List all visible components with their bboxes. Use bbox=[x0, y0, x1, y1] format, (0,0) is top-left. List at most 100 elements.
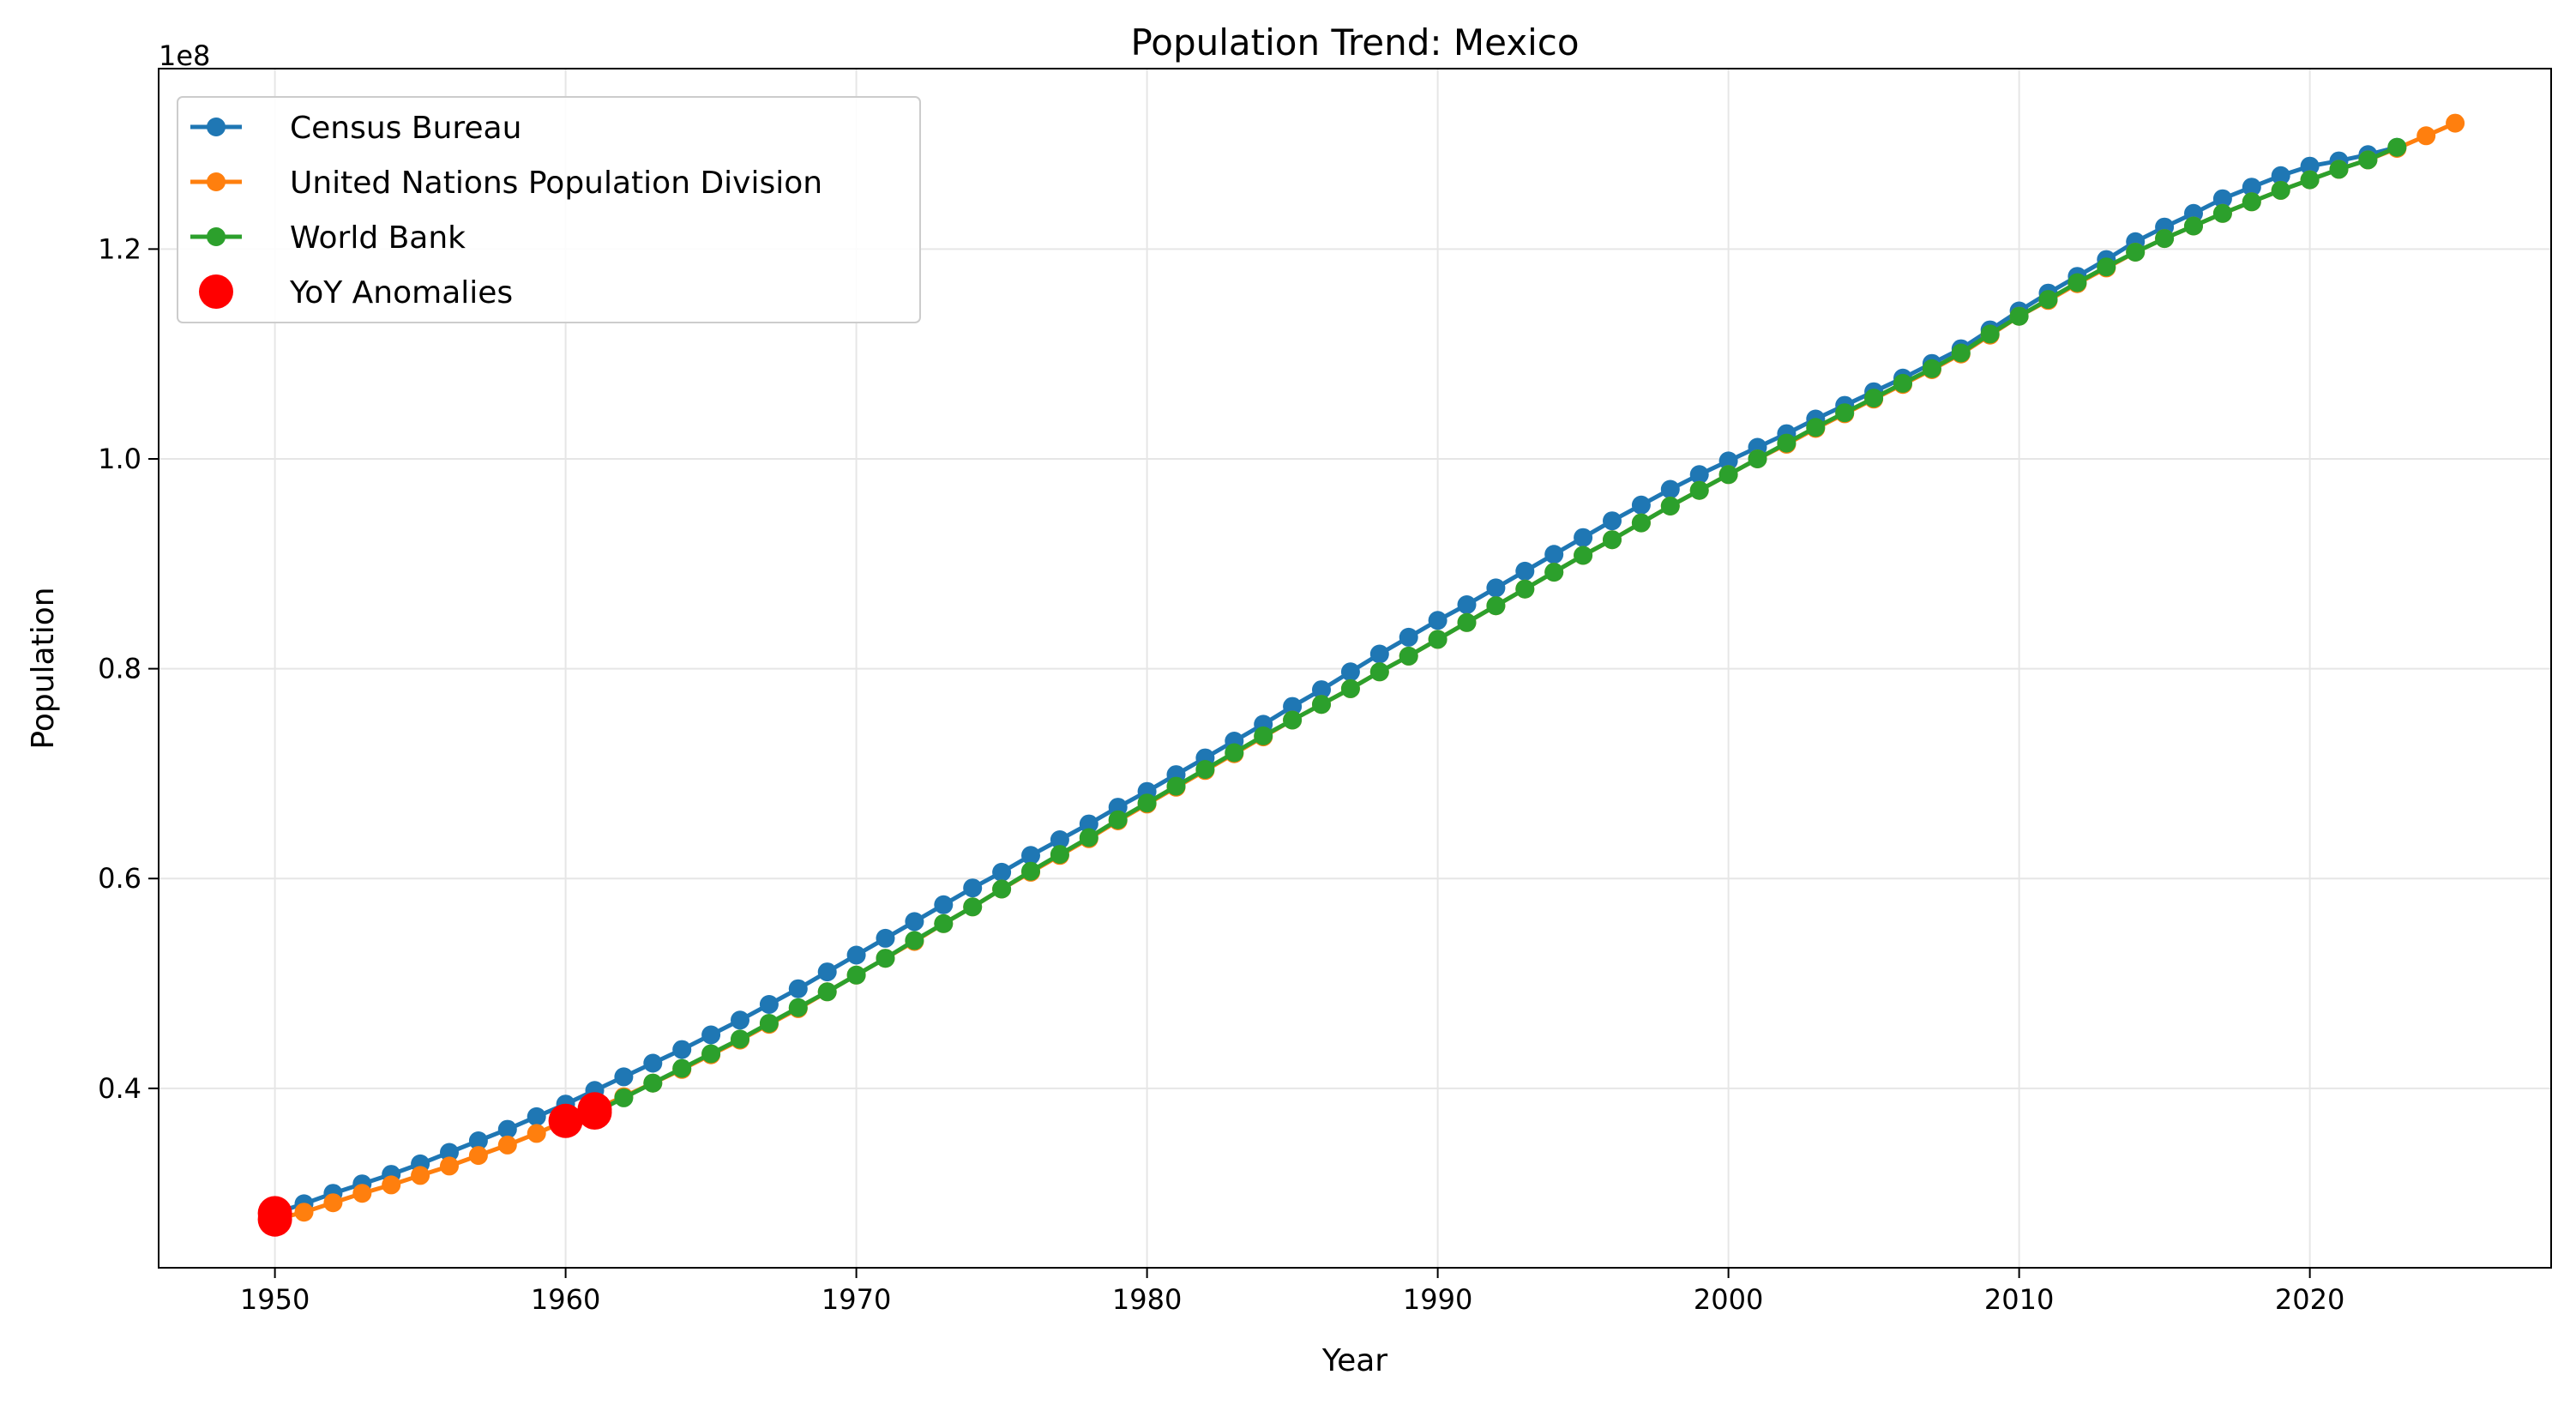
data-point bbox=[2126, 243, 2146, 262]
data-point bbox=[643, 1073, 663, 1093]
y-tick-label: 1.0 bbox=[98, 443, 141, 475]
anomaly-point bbox=[257, 1202, 292, 1237]
data-point bbox=[2155, 229, 2175, 249]
data-point bbox=[876, 949, 895, 968]
data-point bbox=[817, 982, 837, 1002]
data-point bbox=[992, 879, 1012, 899]
data-point bbox=[672, 1040, 692, 1059]
data-point bbox=[2009, 306, 2029, 326]
data-point bbox=[1369, 662, 1389, 682]
data-point bbox=[468, 1146, 488, 1166]
anomaly-point bbox=[548, 1103, 583, 1138]
data-point bbox=[1340, 662, 1360, 682]
data-point bbox=[1486, 578, 1506, 598]
data-point bbox=[2242, 192, 2261, 212]
data-point bbox=[934, 914, 954, 933]
x-tick-label: 2000 bbox=[1694, 1283, 1763, 1316]
x-tick-label: 1960 bbox=[531, 1283, 600, 1316]
y-tick-label: 0.4 bbox=[98, 1072, 141, 1105]
data-point bbox=[1864, 389, 1884, 408]
data-point bbox=[1660, 497, 1680, 516]
data-point bbox=[1457, 612, 1477, 632]
legend-item: United Nations Population Division bbox=[190, 166, 822, 201]
plot-series bbox=[257, 113, 2465, 1237]
data-point bbox=[1079, 828, 1098, 847]
data-point bbox=[2300, 156, 2320, 176]
data-point bbox=[497, 1135, 517, 1155]
data-point bbox=[382, 1175, 401, 1195]
data-point bbox=[2271, 166, 2290, 185]
data-point bbox=[934, 895, 954, 914]
data-point bbox=[527, 1107, 546, 1126]
data-point bbox=[2417, 126, 2436, 146]
data-point bbox=[2446, 113, 2465, 133]
data-point bbox=[2329, 160, 2349, 179]
x-tick-label: 1990 bbox=[1403, 1283, 1472, 1316]
data-point bbox=[846, 945, 866, 965]
data-point bbox=[1021, 861, 1040, 881]
y-offset-label: 1e8 bbox=[159, 39, 210, 72]
legend-label: United Nations Population Division bbox=[290, 166, 822, 201]
data-point bbox=[2067, 273, 2087, 292]
data-point bbox=[905, 931, 924, 950]
data-point bbox=[1689, 480, 1709, 500]
data-point bbox=[1428, 611, 1447, 630]
series-2 bbox=[585, 137, 2407, 1122]
data-point bbox=[992, 862, 1012, 882]
data-point bbox=[1166, 776, 1186, 796]
data-point bbox=[1108, 810, 1128, 829]
data-point bbox=[817, 962, 837, 982]
anomaly-point bbox=[577, 1095, 612, 1130]
anomaly-markers bbox=[257, 1092, 612, 1237]
data-point bbox=[1428, 630, 1447, 649]
data-point bbox=[1050, 830, 1069, 849]
data-point bbox=[352, 1184, 372, 1203]
data-point bbox=[1021, 846, 1040, 865]
axes: 1950 1960 1970 1980 1990 2000 2010 2020 0.4 0.6 0.… bbox=[98, 232, 2344, 1316]
data-point bbox=[788, 979, 808, 998]
data-point bbox=[1283, 710, 1303, 730]
data-point bbox=[323, 1193, 343, 1213]
data-point bbox=[759, 995, 779, 1014]
legend-marker bbox=[207, 172, 226, 191]
legend-marker bbox=[207, 227, 226, 246]
data-point bbox=[701, 1025, 721, 1045]
data-point bbox=[497, 1119, 517, 1139]
legend-box bbox=[177, 96, 921, 323]
y-tick-label: 0.8 bbox=[98, 653, 141, 685]
data-point bbox=[1544, 545, 1564, 564]
data-point bbox=[1603, 530, 1622, 550]
data-point bbox=[788, 998, 808, 1017]
data-point bbox=[1893, 373, 1912, 393]
data-point bbox=[1457, 595, 1477, 614]
data-point bbox=[963, 897, 983, 917]
legend-marker bbox=[207, 118, 226, 136]
data-point bbox=[411, 1166, 430, 1185]
data-point bbox=[643, 1053, 663, 1073]
data-point bbox=[846, 965, 866, 985]
legend: Census Bureau United Nations Population D… bbox=[177, 96, 921, 323]
data-point bbox=[2271, 180, 2290, 200]
data-point bbox=[1574, 546, 1593, 565]
data-point bbox=[1515, 561, 1535, 581]
data-point bbox=[614, 1067, 634, 1087]
data-point bbox=[701, 1044, 721, 1064]
data-point bbox=[1137, 793, 1157, 813]
data-point bbox=[1951, 343, 1971, 363]
data-point bbox=[1369, 644, 1389, 664]
legend-item: YoY Anomalies bbox=[199, 274, 513, 311]
data-point bbox=[1050, 845, 1069, 865]
data-point bbox=[1254, 726, 1273, 745]
legend-item: World Bank bbox=[190, 220, 466, 256]
data-point bbox=[1980, 324, 2000, 344]
data-point bbox=[2038, 290, 2058, 310]
data-point bbox=[1399, 627, 1418, 647]
data-point bbox=[468, 1131, 488, 1150]
data-point bbox=[1835, 403, 1855, 423]
data-point bbox=[1922, 359, 1941, 378]
data-point bbox=[1777, 433, 1797, 453]
data-point bbox=[731, 1029, 749, 1049]
data-point bbox=[1312, 680, 1331, 700]
data-point bbox=[440, 1156, 459, 1176]
